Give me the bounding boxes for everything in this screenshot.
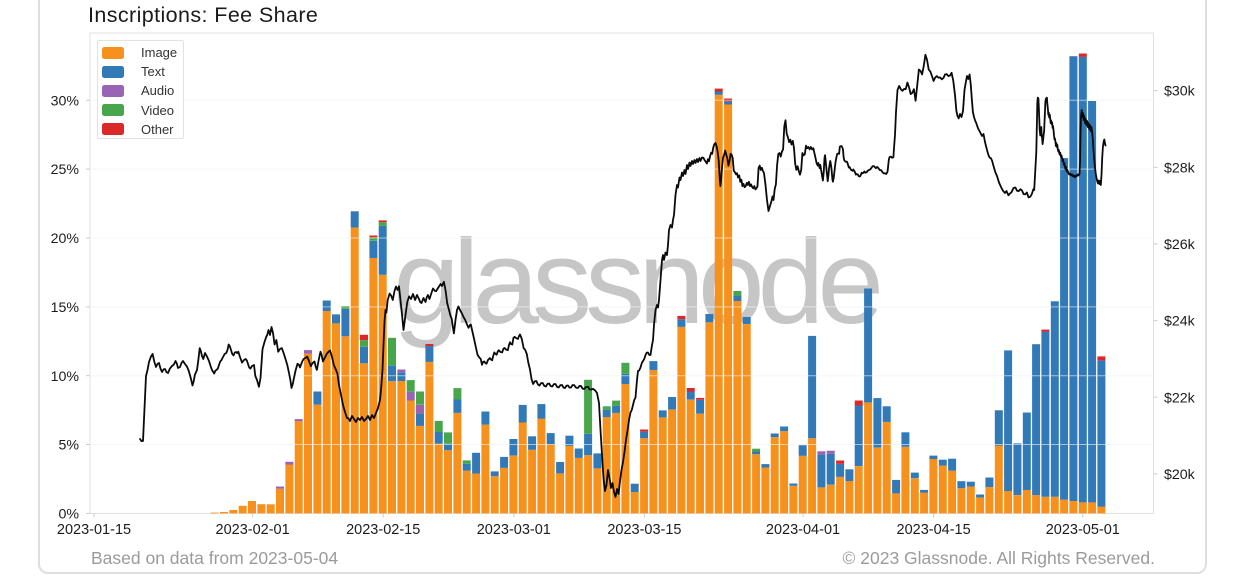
svg-text:2023-03-01: 2023-03-01 [477,522,551,538]
svg-text:2023-05-01: 2023-05-01 [1046,522,1120,538]
svg-text:glassnode: glassnode [393,215,879,349]
svg-text:2023-01-15: 2023-01-15 [57,522,131,538]
svg-text:30%: 30% [51,93,80,109]
svg-text:15%: 15% [51,300,80,316]
svg-text:2023-02-01: 2023-02-01 [216,522,290,538]
svg-text:2023-04-01: 2023-04-01 [766,522,840,538]
svg-text:2023-03-15: 2023-03-15 [607,522,681,538]
svg-text:$20k: $20k [1164,467,1196,483]
svg-text:$26k: $26k [1164,237,1196,253]
svg-text:$24k: $24k [1164,314,1196,330]
svg-text:2023-02-15: 2023-02-15 [346,522,420,538]
svg-text:20%: 20% [51,231,80,247]
svg-text:2023-04-15: 2023-04-15 [897,522,971,538]
svg-text:$22k: $22k [1164,390,1196,406]
svg-text:$28k: $28k [1164,160,1196,176]
svg-text:$30k: $30k [1164,84,1196,100]
svg-text:25%: 25% [51,162,80,178]
svg-text:0%: 0% [58,507,79,523]
svg-text:10%: 10% [51,369,80,385]
svg-text:5%: 5% [58,438,79,454]
